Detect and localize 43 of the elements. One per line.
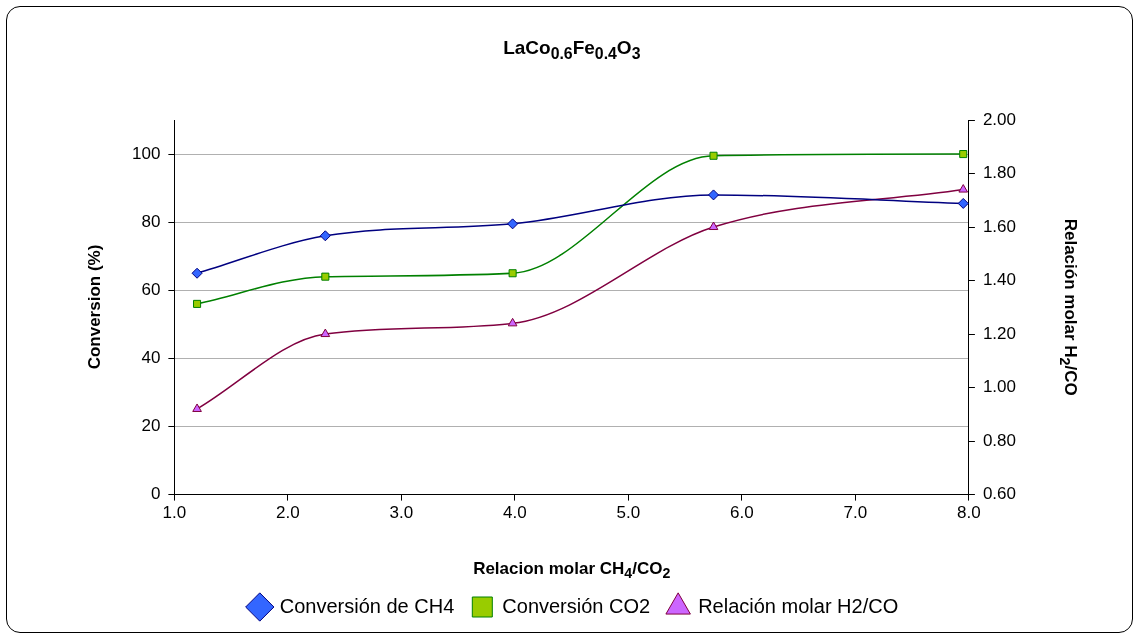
legend-label: Conversión CO2 [502, 594, 651, 617]
y2-tick-label: 0.80 [982, 430, 1017, 450]
x-tick-label: 6.0 [730, 503, 754, 523]
y-tick-label: 40 [141, 348, 161, 368]
point [708, 189, 720, 201]
point [320, 328, 331, 338]
point [192, 403, 202, 412]
y2-tick-label: 0.60 [982, 484, 1017, 504]
y2-tick-label: 1.40 [982, 270, 1017, 290]
point [508, 269, 517, 278]
y-tick-label: 60 [141, 279, 161, 299]
x-tick-label: 7.0 [843, 503, 868, 523]
y-tick-label: 80 [141, 211, 161, 231]
y-tick-label: 100 [131, 143, 161, 163]
point [708, 221, 719, 231]
chart-title: LaCo$_{0.6}$Fe$_{0.4}$O$_{3}$ [503, 37, 641, 63]
point [193, 299, 202, 308]
y2-tick-label: 1.60 [982, 216, 1017, 236]
point [958, 184, 969, 193]
x-tick-label: 5.0 [616, 503, 641, 523]
y2-tick-label: 1.00 [982, 377, 1017, 397]
point [507, 317, 518, 327]
x-tick-label: 2.0 [276, 503, 300, 523]
point [191, 267, 203, 279]
y2-tick-label: 1.20 [982, 323, 1017, 343]
y2-tick-label: 1.80 [982, 163, 1017, 183]
point [709, 151, 718, 160]
x-tick-label: 4.0 [503, 503, 527, 523]
legend-label: Relación molar H2/CO [698, 594, 899, 617]
legend-label: Conversión de CH4 [279, 594, 455, 617]
y-tick-label: 0 [150, 484, 161, 504]
point [507, 218, 519, 230]
point [959, 150, 968, 159]
point [321, 272, 330, 281]
point [957, 197, 969, 209]
y2-tick-label: 2.00 [982, 109, 1017, 129]
point [319, 230, 331, 242]
y-tick-label: 20 [141, 416, 161, 436]
x-tick-label: 1.0 [162, 503, 187, 523]
x-tick-label: 8.0 [957, 503, 981, 523]
y-axis-title: Conversion (%) [84, 244, 105, 370]
x-axis-title: Relacion molar CH$_{4}$/CO$_{2}$ [473, 558, 671, 581]
x-tick-label: 3.0 [389, 503, 414, 523]
